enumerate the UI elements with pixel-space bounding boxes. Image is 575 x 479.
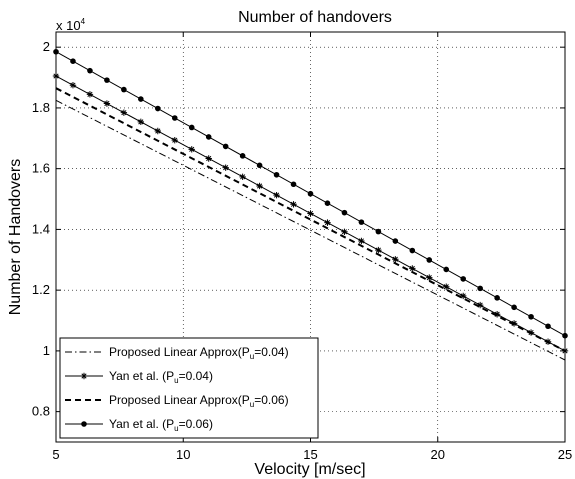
x-ticks: 5 10 15 20 25 — [52, 32, 572, 462]
series-3-marker-6 — [155, 105, 161, 112]
series-1-marker-10 — [222, 164, 229, 171]
y-tick-label-3: 1.4 — [32, 221, 50, 236]
series-1-marker-9 — [205, 155, 212, 162]
series-3-marker-9 — [205, 134, 212, 140]
series-1-marker-27 — [510, 320, 518, 327]
series-3-marker-24 — [460, 276, 467, 282]
series-1-marker-25 — [476, 301, 484, 309]
series-3-marker-7 — [171, 115, 178, 121]
y-tick-label-5: 1.8 — [32, 100, 50, 115]
series-3-marker-27 — [511, 304, 517, 311]
y-tick-label-1: 1 — [43, 343, 50, 358]
series-1-marker-20 — [392, 256, 399, 263]
y-tick-label-0: 0.8 — [32, 404, 50, 419]
series-3-marker-8 — [188, 124, 195, 131]
legend-label-3: Yan et al. (Pu=0.06) — [109, 417, 213, 433]
series-3-marker-25 — [477, 285, 483, 292]
legend-marker-1 — [80, 372, 88, 380]
series-3-marker-23 — [443, 266, 450, 273]
x-tick-label-2: 15 — [303, 447, 317, 462]
series-3-marker-14 — [290, 181, 297, 188]
series-1-marker-6 — [154, 127, 161, 135]
series-3-marker-19 — [375, 228, 382, 235]
legend-label-1: Yan et al. (Pu=0.04) — [109, 369, 213, 385]
series-3-marker-11 — [239, 153, 246, 159]
series-3-marker-1 — [70, 58, 76, 65]
series-1-marker-4 — [120, 109, 128, 116]
legend-label-2: Proposed Linear Approx(Pu=0.06) — [109, 393, 289, 409]
series-3-marker-21 — [409, 247, 416, 254]
series-3-marker-29 — [545, 323, 551, 330]
legend-box — [59, 337, 319, 439]
series-1-marker-2 — [86, 91, 94, 98]
series-1-marker-26 — [493, 311, 501, 318]
series-3-marker-12 — [256, 162, 263, 169]
series-1-marker-13 — [273, 191, 280, 199]
legend-label-0: Proposed Linear Approx(Pu=0.04) — [109, 345, 289, 361]
series-3-marker-18 — [358, 219, 365, 225]
series-line-0 — [55, 99, 566, 361]
series-3-marker-3 — [104, 77, 110, 83]
series-1-marker-7 — [171, 136, 178, 144]
x-tick-label-3: 20 — [431, 447, 445, 462]
series-1-marker-24 — [460, 292, 467, 300]
y-multiplier-exp: 4 — [81, 17, 86, 26]
series-1-marker-15 — [307, 210, 314, 217]
series-3-marker-28 — [528, 313, 534, 320]
y-tick-label-6: 2 — [43, 39, 50, 54]
series-line-2 — [55, 87, 566, 352]
series-2 — [55, 87, 566, 352]
y-multiplier-base: x 10 — [56, 18, 81, 33]
series-1-marker-23 — [443, 283, 450, 290]
series-3-marker-13 — [273, 171, 280, 178]
x-axis-title: Velocity [m/sec] — [254, 461, 365, 478]
series-1-marker-5 — [137, 118, 145, 126]
series-lines — [52, 48, 569, 361]
y-ticks: 0.8 1 1.2 1.4 1.6 1.8 2 — [32, 39, 565, 419]
series-3-marker-5 — [138, 96, 144, 102]
x-tick-label-0: 5 — [52, 447, 59, 462]
series-1-marker-18 — [358, 237, 365, 245]
series-3-marker-16 — [324, 200, 331, 206]
y-axis-title: Number of Handovers — [7, 159, 24, 316]
series-3-marker-20 — [392, 238, 399, 244]
x-tick-label-4: 25 — [558, 447, 572, 462]
series-1-marker-16 — [324, 219, 331, 226]
series-3-marker-17 — [341, 209, 348, 216]
series-1-marker-8 — [188, 146, 195, 153]
series-3-marker-26 — [494, 295, 500, 301]
series-1-marker-1 — [69, 81, 77, 89]
series-1-marker-3 — [103, 100, 111, 107]
series-3-marker-4 — [121, 86, 127, 93]
chart-title: Number of handovers — [238, 9, 392, 26]
series-1-marker-19 — [375, 246, 382, 254]
y-multiplier: x 104 — [56, 17, 86, 33]
series-1-marker-22 — [426, 274, 433, 281]
series-3-marker-22 — [426, 257, 433, 263]
series-3 — [53, 48, 568, 339]
series-3-marker-2 — [87, 67, 93, 74]
y-tick-label-2: 1.2 — [32, 282, 50, 297]
y-tick-label-4: 1.6 — [32, 161, 50, 176]
legend: Proposed Linear Approx(Pu=0.04) Yan et al… — [59, 337, 319, 439]
x-tick-label-1: 10 — [176, 447, 190, 462]
series-3-marker-15 — [307, 190, 314, 197]
series-1-marker-12 — [256, 182, 263, 190]
series-0 — [55, 99, 566, 361]
series-1-marker-21 — [409, 265, 416, 272]
legend-marker-3 — [81, 421, 87, 427]
series-1-marker-17 — [341, 228, 348, 235]
series-1-marker-11 — [239, 173, 246, 181]
series-3-marker-10 — [222, 143, 229, 150]
series-1-marker-14 — [290, 201, 297, 208]
